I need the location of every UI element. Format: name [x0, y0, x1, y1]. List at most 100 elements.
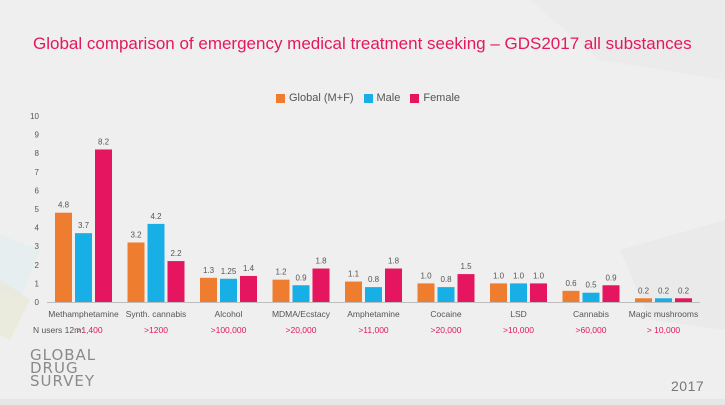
- category-label: Methamphetamine: [48, 309, 119, 319]
- bar-male: [75, 233, 92, 302]
- n-users-value: >1,400: [76, 325, 103, 335]
- bar-global: [490, 283, 507, 302]
- bar-female: [457, 274, 475, 302]
- bar-male: [220, 278, 237, 302]
- bar-data-label: 0.6: [565, 279, 577, 288]
- n-users-value: >60,000: [576, 325, 607, 335]
- chart-legend: Global (M+F) Male Female: [276, 92, 464, 104]
- bar-data-label: 0.9: [605, 273, 617, 282]
- n-users-label: N users 12m:: [33, 325, 84, 335]
- bar-data-label: 1.25: [221, 267, 237, 276]
- bar-male: [292, 285, 310, 302]
- y-tick-label: 3: [35, 242, 40, 251]
- legend-swatch-male: [363, 93, 373, 103]
- bar-global: [272, 279, 290, 302]
- legend-label-female: Female: [423, 92, 461, 104]
- n-users-value: >20,000: [431, 325, 462, 335]
- bar-data-label: 1.0: [420, 271, 432, 280]
- category-label: Cannabis: [573, 309, 609, 319]
- bar-data-label: 0.8: [368, 275, 380, 284]
- bar-data-label: 1.0: [513, 271, 525, 280]
- bar-global: [200, 277, 217, 302]
- category-label: Cocaine: [430, 309, 461, 319]
- logo-line-3: SURVEY: [30, 372, 96, 390]
- bar-male: [365, 287, 382, 302]
- bar-data-label: 2.2: [170, 249, 182, 258]
- bar-data-label: 0.2: [658, 286, 670, 295]
- y-tick-label: 5: [35, 205, 40, 214]
- logo-line-1: GLOBAL: [30, 346, 97, 364]
- y-tick-label: 2: [35, 261, 40, 270]
- bar-data-label: 1.3: [203, 266, 215, 275]
- bar-female: [167, 261, 185, 302]
- bar-female: [385, 268, 402, 302]
- bar-female: [95, 149, 112, 302]
- bar-female: [240, 275, 257, 302]
- legend-label-global: Global (M+F): [289, 92, 354, 104]
- global-drug-survey-logo: GLOBAL DRUG SURVEY: [30, 346, 97, 390]
- footer-bar: [0, 399, 725, 405]
- bar-data-label: 0.5: [585, 281, 597, 290]
- category-label: LSD: [510, 309, 527, 319]
- category-label: MDMA/Ecstacy: [272, 309, 331, 319]
- bar-data-label: 1.8: [315, 257, 327, 266]
- bar-female: [312, 268, 330, 302]
- bar-global: [635, 298, 652, 302]
- y-tick-label: 9: [35, 131, 40, 140]
- bar-data-label: 1.8: [388, 257, 400, 266]
- y-tick-label: 7: [35, 168, 40, 177]
- year-label: 2017: [671, 378, 705, 394]
- bar-male: [147, 223, 165, 302]
- bar-global: [127, 242, 145, 302]
- bar-male: [437, 287, 455, 302]
- bar-data-label: 8.2: [98, 137, 110, 146]
- n-users-value: >1200: [144, 325, 168, 335]
- bar-data-label: 4.2: [150, 212, 162, 221]
- bar-female: [602, 285, 620, 302]
- bar-female: [675, 298, 692, 302]
- legend-label-male: Male: [376, 92, 401, 104]
- bar-data-label: 1.1: [348, 270, 360, 279]
- bar-data-label: 4.8: [58, 201, 70, 210]
- bar-female: [530, 283, 547, 302]
- legend-item-global: Global (M+F): [276, 92, 354, 104]
- category-label: Synth. cannabis: [126, 309, 186, 319]
- bar-data-label: 1.0: [533, 271, 545, 280]
- logo-line-2: DRUG: [30, 359, 79, 377]
- legend-item-male: Male: [363, 92, 401, 104]
- bar-global: [55, 212, 72, 302]
- y-tick-label: 1: [35, 279, 40, 288]
- bar-data-label: 0.9: [295, 273, 307, 282]
- bar-global: [562, 290, 580, 302]
- bar-data-label: 3.2: [130, 230, 142, 239]
- bar-data-label: 0.2: [638, 286, 650, 295]
- category-label: Magic mushrooms: [629, 309, 698, 319]
- bar-data-label: 0.2: [678, 286, 690, 295]
- bar-data-label: 1.0: [493, 271, 505, 280]
- chart-title: Global comparison of emergency medical t…: [33, 34, 692, 53]
- n-users-value: > 10,000: [647, 325, 681, 335]
- y-tick-label: 10: [30, 112, 39, 121]
- legend-item-female: Female: [410, 92, 460, 104]
- bar-data-label: 3.7: [78, 221, 90, 230]
- category-label: Alcohol: [215, 309, 243, 319]
- bar-data-label: 1.5: [460, 262, 472, 271]
- bar-data-label: 0.8: [440, 275, 452, 284]
- bar-global: [345, 281, 362, 302]
- n-users-value: >10,000: [503, 325, 534, 335]
- category-label: Amphetamine: [347, 309, 400, 319]
- n-users-value: >100,000: [211, 325, 247, 335]
- bar-male: [510, 283, 527, 302]
- legend-swatch-female: [410, 93, 420, 103]
- y-tick-label: 0: [35, 298, 40, 307]
- y-tick-label: 6: [35, 186, 40, 195]
- bar-male: [582, 292, 600, 302]
- y-tick-label: 4: [35, 224, 40, 233]
- n-users-value: >11,000: [358, 325, 389, 335]
- bar-male: [655, 298, 672, 302]
- y-tick-label: 8: [35, 149, 40, 158]
- legend-swatch-global: [276, 93, 285, 103]
- bar-global: [417, 283, 435, 302]
